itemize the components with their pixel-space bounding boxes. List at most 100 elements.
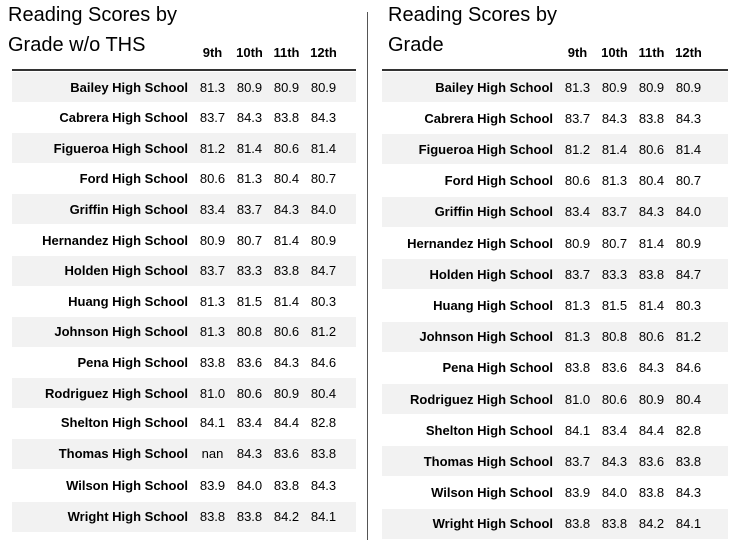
panel-divider [367, 12, 368, 540]
score-cell: 84.7 [675, 266, 702, 282]
table-row: Rodriguez High School 81.0 80.6 80.9 80.4 [382, 384, 728, 414]
title-line-2: Grade w/o THS [8, 34, 146, 56]
score-cell: 80.9 [564, 235, 591, 251]
table-row: Figueroa High School 81.2 81.4 80.6 81.4 [12, 133, 356, 164]
column-header-11th: 11th [638, 45, 665, 60]
score-cell: 82.8 [675, 422, 702, 438]
table-row: Ford High School 80.6 81.3 80.4 80.7 [382, 166, 728, 196]
school-name: Cabrera High School [59, 110, 188, 126]
school-name: Shelton High School [60, 414, 188, 430]
score-cell: 83.9 [199, 477, 226, 493]
table-row: Cabrera High School 83.7 84.3 83.8 84.3 [12, 103, 356, 133]
score-cell: 80.4 [273, 171, 300, 187]
school-name: Holden High School [429, 266, 554, 282]
column-header-11th: 11th [273, 45, 300, 60]
score-cell: 84.1 [564, 422, 591, 438]
score-cell: 84.0 [601, 485, 628, 501]
score-cell: 81.4 [638, 235, 665, 251]
score-cell: 84.3 [601, 110, 628, 126]
score-cell: 84.0 [236, 477, 263, 493]
score-cell: 83.3 [236, 263, 263, 279]
score-cell: 83.9 [564, 485, 591, 501]
score-cell: 80.6 [236, 385, 263, 401]
score-cell: 80.9 [638, 79, 665, 95]
table-row: Shelton High School 84.1 83.4 84.4 82.8 [382, 415, 728, 445]
score-cell: 84.4 [273, 414, 300, 430]
table-row: Thomas High School nan 84.3 83.6 83.8 [12, 438, 356, 469]
score-cell: 80.9 [675, 79, 702, 95]
score-cell: 83.4 [199, 201, 226, 217]
score-cell: 83.4 [601, 422, 628, 438]
column-header-row: 9th 10th 11th 12th [559, 45, 707, 65]
score-cell: 84.3 [310, 110, 337, 126]
school-name: Ford High School [79, 171, 188, 187]
score-cell: 81.3 [564, 329, 591, 345]
score-cell: 80.8 [601, 329, 628, 345]
score-cell: 80.7 [310, 171, 337, 187]
score-cell: nan [201, 446, 224, 461]
table-row: Wilson High School 83.9 84.0 83.8 84.3 [12, 470, 356, 500]
table-row: Ford High School 80.6 81.3 80.4 80.7 [12, 164, 356, 194]
panel-title: Reading Scores by Grade [388, 0, 557, 60]
score-cell: 83.3 [601, 266, 628, 282]
score-cell: 84.1 [310, 509, 337, 524]
score-cell: 80.9 [273, 385, 300, 401]
score-cell: 83.8 [199, 509, 226, 524]
score-cell: 81.2 [199, 140, 226, 156]
score-cell: 81.3 [601, 173, 628, 189]
header-rule [12, 69, 356, 71]
score-cell: 84.3 [273, 354, 300, 370]
table-row: Figueroa High School 81.2 81.4 80.6 81.4 [382, 134, 728, 165]
score-cell: 84.3 [675, 110, 702, 126]
column-header-row: 9th 10th 11th 12th [194, 45, 342, 65]
score-cell: 81.3 [564, 79, 591, 95]
table-row: Thomas High School 83.7 84.3 83.6 83.8 [382, 446, 728, 477]
table-row: Pena High School 83.8 83.6 84.3 84.6 [12, 347, 356, 377]
score-cell: 80.7 [601, 235, 628, 251]
score-cell: 83.8 [638, 485, 665, 501]
score-cell: 81.0 [199, 385, 226, 401]
column-header-10th: 10th [236, 45, 263, 60]
school-name: Wilson High School [431, 485, 553, 501]
score-cell: 84.6 [675, 360, 702, 376]
score-cell: 83.8 [273, 263, 300, 279]
score-cell: 83.7 [564, 110, 591, 126]
score-cell: 83.8 [675, 453, 702, 469]
score-cell: 81.2 [675, 329, 702, 345]
score-cell: 81.3 [199, 324, 226, 340]
score-cell: 83.7 [601, 204, 628, 220]
column-header-10th: 10th [601, 45, 628, 60]
score-cell: 84.3 [236, 110, 263, 126]
score-cell: 84.3 [310, 477, 337, 493]
score-cell: 80.3 [310, 293, 337, 309]
score-cell: 80.9 [310, 79, 337, 95]
score-cell: 81.4 [310, 140, 337, 156]
score-cell: 83.8 [601, 516, 628, 532]
score-cell: 81.4 [601, 141, 628, 157]
score-cell: 84.3 [675, 485, 702, 501]
score-cell: 80.6 [273, 140, 300, 156]
table-row: Holden High School 83.7 83.3 83.8 84.7 [382, 259, 728, 290]
school-name: Bailey High School [70, 79, 188, 95]
score-cell: 80.9 [236, 79, 263, 95]
score-cell: 83.8 [638, 266, 665, 282]
column-header-12th: 12th [310, 45, 337, 60]
score-cell: 81.2 [564, 141, 591, 157]
score-cell: 83.8 [199, 354, 226, 370]
school-name: Wilson High School [66, 477, 188, 493]
score-cell: 80.6 [564, 173, 591, 189]
school-name: Bailey High School [435, 79, 553, 95]
school-name: Rodriguez High School [410, 391, 553, 407]
table-row: Bailey High School 81.3 80.9 80.9 80.9 [382, 72, 728, 102]
school-name: Thomas High School [58, 446, 188, 461]
score-cell: 83.8 [564, 516, 591, 532]
column-header-12th: 12th [675, 45, 702, 60]
score-cell: 83.4 [564, 204, 591, 220]
score-cell: 81.5 [236, 293, 263, 309]
score-cell: 83.7 [199, 263, 226, 279]
score-cell: 81.5 [601, 297, 628, 313]
table-row: Johnson High School 81.3 80.8 80.6 81.2 [12, 316, 356, 347]
score-cell: 84.0 [675, 204, 702, 220]
school-name: Huang High School [433, 297, 553, 313]
score-cell: 81.4 [236, 140, 263, 156]
